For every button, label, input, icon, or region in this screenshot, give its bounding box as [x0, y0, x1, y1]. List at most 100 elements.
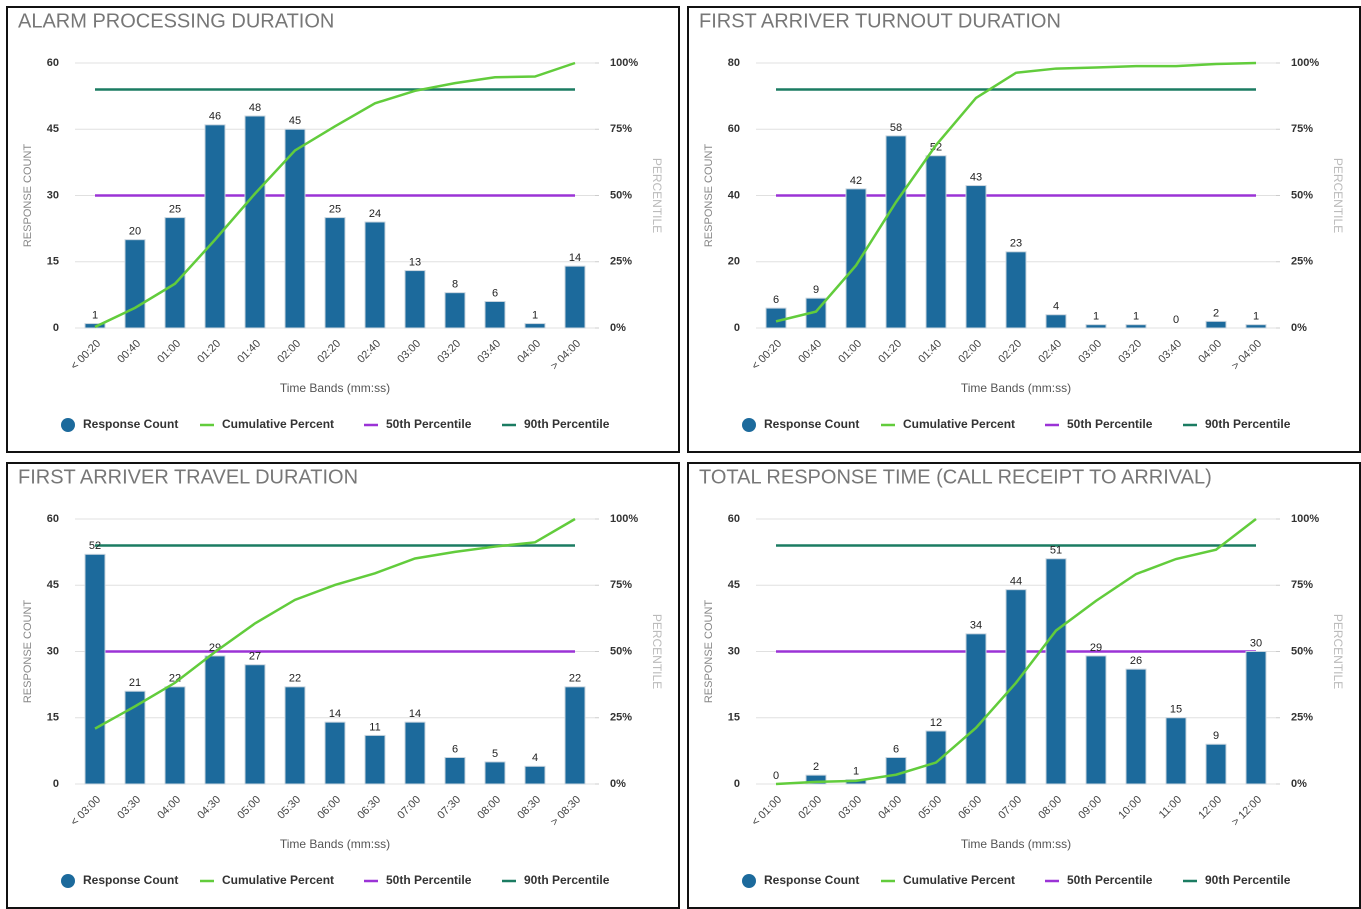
y-axis-title: RESPONSE COUNT	[22, 600, 34, 704]
bar	[444, 757, 466, 785]
bar	[1045, 314, 1067, 329]
bar	[1085, 655, 1107, 785]
y-tick-label: 0	[53, 322, 59, 334]
bar-value-label: 6	[773, 294, 779, 306]
legend-label: Response Count	[764, 873, 859, 887]
bar	[124, 239, 146, 329]
y2-tick-label: 100%	[610, 57, 638, 69]
bar-value-label: 6	[893, 743, 899, 755]
bar	[484, 761, 506, 785]
x-axis-title: Time Bands (mm:ss)	[280, 381, 390, 395]
bar	[284, 128, 306, 329]
y2-tick-label: 50%	[1291, 645, 1313, 657]
bar	[244, 664, 266, 785]
y-tick-label: 20	[728, 256, 740, 268]
legend-symbol	[742, 418, 756, 432]
bar	[1005, 589, 1027, 785]
y2-tick-label: 25%	[1291, 256, 1313, 268]
bar-value-label: 20	[129, 226, 141, 238]
legend-symbol	[742, 874, 756, 888]
y2-tick-label: 75%	[1291, 579, 1313, 591]
bar	[805, 774, 827, 785]
bar	[965, 185, 987, 329]
bar	[1005, 251, 1027, 329]
y2-axis-title: PERCENTILE	[1331, 158, 1345, 233]
bar	[1205, 320, 1227, 329]
bar	[965, 633, 987, 785]
bar-value-label: 14	[569, 252, 581, 264]
bar	[1085, 324, 1107, 329]
bar-value-label: 2	[813, 761, 819, 773]
bar-value-label: 46	[209, 111, 221, 123]
bar-value-label: 26	[1130, 655, 1142, 667]
legend-label: Cumulative Percent	[903, 873, 1015, 887]
bar-value-label: 45	[289, 115, 301, 127]
bar	[124, 690, 146, 785]
panel-border	[6, 462, 680, 909]
y-tick-label: 80	[728, 57, 740, 69]
bar	[204, 124, 226, 329]
bar	[765, 307, 787, 329]
bar-value-label: 14	[329, 708, 341, 720]
y2-tick-label: 75%	[1291, 123, 1313, 135]
legend-label: 90th Percentile	[1205, 873, 1291, 887]
bar-value-label: 23	[1010, 238, 1022, 250]
y-tick-label: 0	[53, 778, 59, 790]
chart-title: ALARM PROCESSING DURATION	[18, 10, 334, 32]
bar-value-label: 9	[1213, 730, 1219, 742]
bar	[1245, 651, 1267, 785]
chart-panel: FIRST ARRIVER TURNOUT DURATION0204060800…	[687, 6, 1361, 453]
bar	[524, 765, 546, 785]
bar	[1165, 717, 1187, 785]
bar-value-label: 6	[492, 287, 498, 299]
bar-value-label: 1	[532, 309, 538, 321]
bar	[364, 221, 386, 329]
y-tick-label: 45	[728, 579, 740, 591]
y2-tick-label: 0%	[610, 778, 626, 790]
bar-value-label: 22	[569, 673, 581, 685]
legend-label: 90th Percentile	[524, 873, 610, 887]
bar-value-label: 34	[970, 620, 982, 632]
bar-value-label: 6	[452, 743, 458, 755]
bar-value-label: 15	[1170, 704, 1182, 716]
bar-value-label: 13	[409, 256, 421, 268]
bar-value-label: 9	[813, 284, 819, 296]
bar-value-label: 0	[1173, 314, 1179, 326]
bar-value-label: 2	[1213, 307, 1219, 319]
y-tick-label: 15	[47, 712, 59, 724]
y2-axis-title: PERCENTILE	[650, 614, 664, 689]
bar	[84, 553, 106, 785]
bar-value-label: 27	[249, 651, 261, 663]
legend-label: 50th Percentile	[1067, 417, 1153, 431]
y-tick-label: 15	[728, 712, 740, 724]
y-tick-label: 60	[728, 513, 740, 525]
bar	[364, 734, 386, 785]
legend-label: 50th Percentile	[386, 417, 472, 431]
bar	[1125, 324, 1147, 329]
bar	[1045, 558, 1067, 785]
cumulative-line	[94, 517, 576, 730]
bar-value-label: 12	[930, 717, 942, 729]
chart-panel: ALARM PROCESSING DURATION 0 15 30 45 60 0% 25% 5…	[6, 6, 680, 453]
bar	[444, 292, 466, 329]
y2-tick-label: 100%	[610, 513, 638, 525]
bar-value-label: 11	[369, 721, 380, 733]
chart-panel: TOTAL RESPONSE TIME (CALL RECEIPT TO ARR…	[687, 462, 1361, 909]
cumulative-line	[94, 61, 576, 329]
chart-title: FIRST ARRIVER TRAVEL DURATION	[18, 466, 358, 488]
x-axis-title: Time Bands (mm:ss)	[280, 837, 390, 851]
y2-tick-label: 75%	[610, 123, 632, 135]
bar-value-label: 1	[1133, 311, 1139, 323]
legend-label: Response Count	[764, 417, 859, 431]
y2-tick-label: 100%	[1291, 513, 1319, 525]
bar	[484, 301, 506, 329]
bar-value-label: 44	[1010, 576, 1022, 588]
legend-label: Response Count	[83, 417, 178, 431]
y2-tick-label: 50%	[610, 189, 632, 201]
y2-tick-label: 0%	[610, 322, 626, 334]
y2-tick-label: 0%	[1291, 322, 1307, 334]
legend-label: Cumulative Percent	[903, 417, 1015, 431]
bar-value-label: 42	[850, 175, 862, 187]
bar	[1245, 324, 1267, 329]
y2-tick-label: 25%	[610, 256, 632, 268]
